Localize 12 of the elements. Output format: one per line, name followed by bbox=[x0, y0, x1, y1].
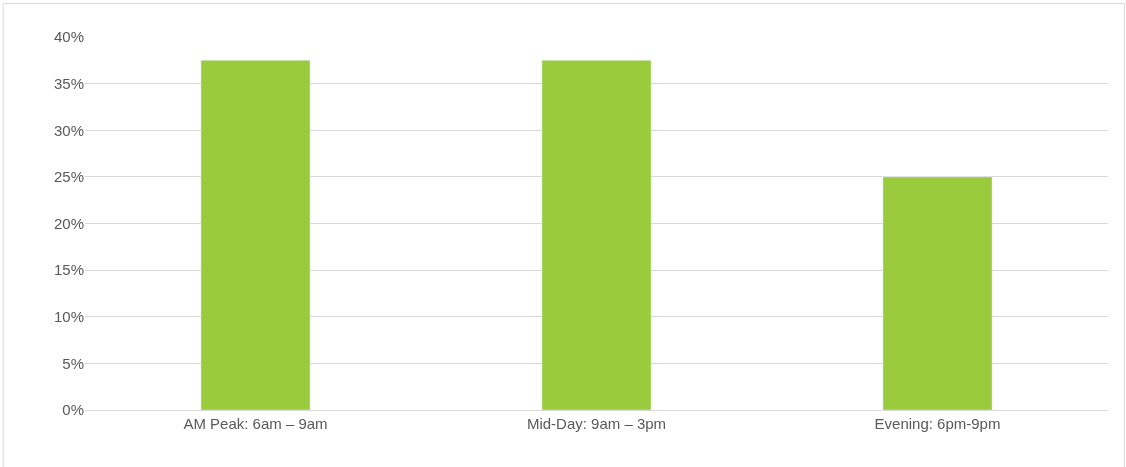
y-tick-label: 35% bbox=[53, 74, 84, 92]
y-tick-label: 40% bbox=[53, 28, 84, 46]
y-tick-label: 30% bbox=[53, 121, 84, 139]
x-tick-label: AM Peak: 6am – 9am bbox=[183, 415, 328, 432]
x-tick-label: Mid-Day: 9am – 3pm bbox=[526, 415, 667, 432]
y-tick-label: 5% bbox=[62, 354, 84, 372]
y-tick-label: 0% bbox=[62, 401, 84, 419]
y-tick-label: 15% bbox=[53, 261, 84, 279]
y-tick-label: 10% bbox=[53, 308, 84, 325]
y-tick-label: 25% bbox=[53, 168, 84, 186]
y-tick-label: 20% bbox=[53, 214, 84, 232]
x-tick-label: Evening: 6pm-9pm bbox=[874, 415, 1001, 432]
